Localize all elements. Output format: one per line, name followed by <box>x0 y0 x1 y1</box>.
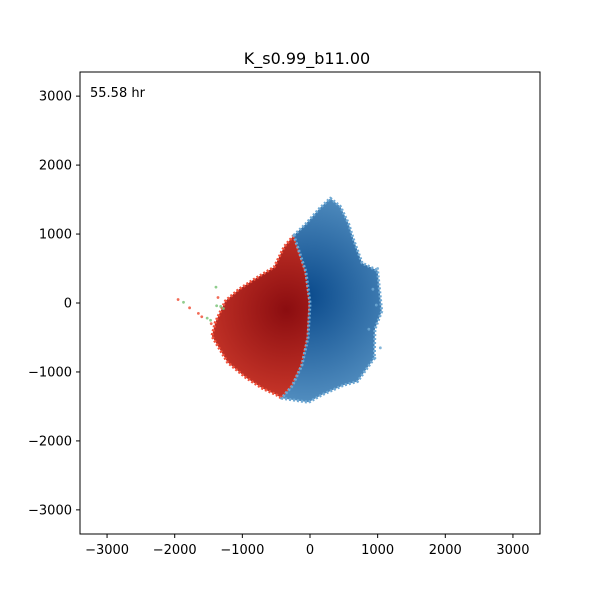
blue-outlier-point <box>374 303 378 307</box>
y-tick-label: −3000 <box>28 503 72 518</box>
green-outlier-point <box>182 300 185 304</box>
x-tick-label: −1000 <box>220 543 264 558</box>
x-tick-label: 1000 <box>361 543 394 558</box>
chart-title: K_s0.99_b11.00 <box>244 49 370 69</box>
x-axis: −3000 −2000 −1000 0 1000 2000 3000 <box>85 534 529 558</box>
x-tick-label: 2000 <box>429 543 462 558</box>
blue-outlier-point <box>376 267 380 270</box>
time-annotation: 55.58 hr <box>90 86 146 101</box>
x-tick-label: −3000 <box>85 543 129 558</box>
red-outlier-point <box>188 306 191 310</box>
plot-area <box>176 196 384 404</box>
y-tick-label: 1000 <box>39 228 72 243</box>
red-outlier-point <box>196 311 200 315</box>
y-tick-label: 0 <box>64 297 72 312</box>
green-outlier-point <box>222 307 225 310</box>
y-tick-label: 2000 <box>39 159 72 174</box>
red-outlier-point <box>176 298 180 301</box>
y-tick-label: −2000 <box>28 434 72 449</box>
green-outlier-point <box>219 305 223 308</box>
green-outlier-point <box>205 316 209 320</box>
y-tick-label: −1000 <box>28 365 72 380</box>
green-outlier-point <box>215 304 219 308</box>
red-outlier-point <box>200 315 204 319</box>
red-outlier-point <box>216 296 220 299</box>
blue-outlier-point <box>378 346 382 350</box>
blue-outlier-point <box>373 356 377 360</box>
x-tick-label: 3000 <box>496 543 529 558</box>
red-particle-region <box>210 233 312 400</box>
x-tick-label: −2000 <box>153 543 197 558</box>
green-outlier-point <box>214 285 218 289</box>
green-outlier-point <box>209 318 212 322</box>
blue-outlier-point <box>371 287 375 291</box>
y-axis: −3000 −2000 −1000 0 1000 2000 3000 <box>28 90 80 518</box>
red-outlier-point <box>209 322 213 326</box>
y-tick-label: 3000 <box>39 90 72 105</box>
x-tick-label: 0 <box>306 543 314 558</box>
blue-outlier-point <box>367 327 371 331</box>
axes-frame <box>79 71 541 535</box>
